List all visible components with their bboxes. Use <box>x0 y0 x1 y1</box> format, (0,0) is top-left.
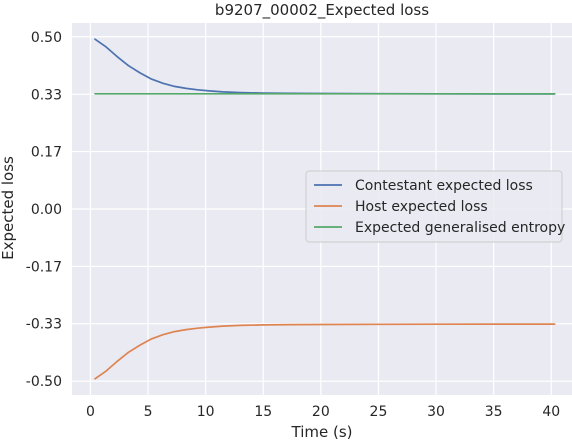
x-tick-label: 20 <box>312 404 330 420</box>
x-tick-label: 0 <box>86 404 95 420</box>
series-lines <box>94 38 556 380</box>
x-tick-label: 40 <box>542 404 560 420</box>
y-tick-label: -0.33 <box>26 317 62 333</box>
x-tick-label: 15 <box>254 404 272 420</box>
legend-box <box>305 170 563 243</box>
legend-label: Host expected loss <box>355 199 488 215</box>
y-tick-label: -0.50 <box>26 374 62 390</box>
x-tick-label: 35 <box>485 404 503 420</box>
legend: Contestant expected loss Host expected lo… <box>305 170 565 243</box>
y-tick-label: 0.00 <box>31 202 62 218</box>
y-tick-label: -0.17 <box>26 259 62 275</box>
x-axis-label: Time (s) <box>291 423 353 441</box>
series-line-1 <box>94 323 556 380</box>
x-tick-label: 5 <box>144 404 153 420</box>
x-tick-labels: 0 5 10 15 20 25 30 35 40 <box>86 404 560 420</box>
legend-label: Contestant expected loss <box>355 178 533 194</box>
x-tick-label: 10 <box>197 404 215 420</box>
y-axis-label: Expected loss <box>0 156 17 260</box>
y-tick-label: 0.50 <box>31 30 62 46</box>
chart-title: b9207_00002_Expected loss <box>215 1 429 20</box>
y-tick-label: 0.17 <box>31 145 62 161</box>
legend-label: Expected generalised entropy <box>355 220 565 236</box>
x-tick-label: 25 <box>370 404 388 420</box>
x-tick-label: 30 <box>427 404 445 420</box>
y-tick-labels: 0.50 0.33 0.17 0.00 -0.17 -0.33 -0.50 <box>26 30 62 390</box>
y-tick-label: 0.33 <box>31 87 62 103</box>
